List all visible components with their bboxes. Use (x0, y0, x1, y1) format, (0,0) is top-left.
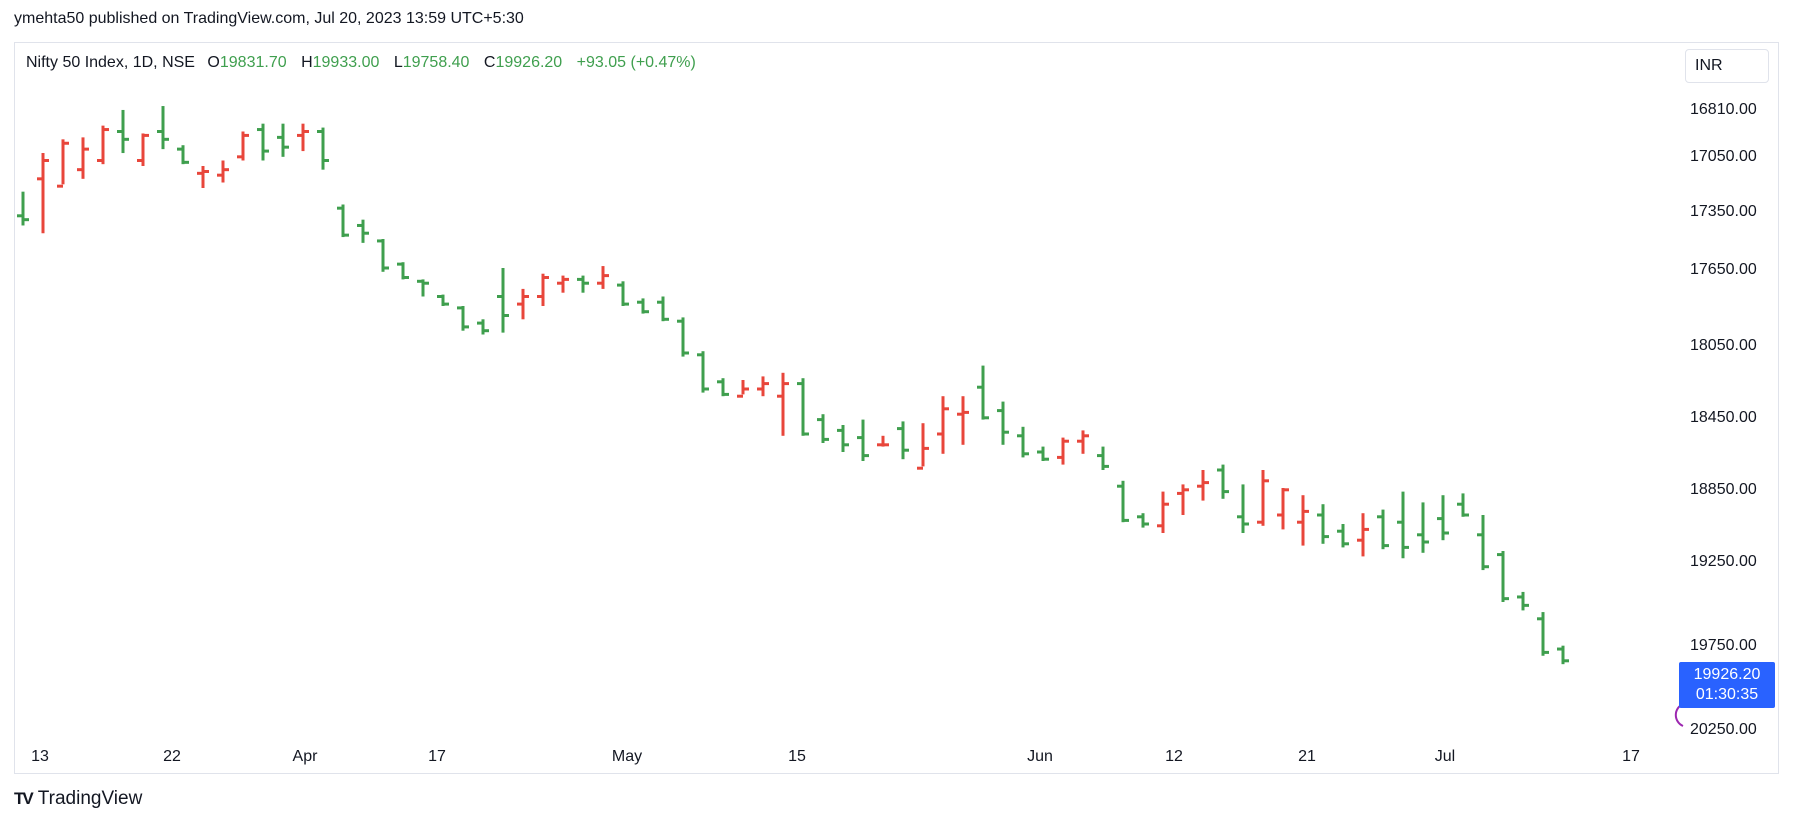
low-key: L (393, 54, 403, 71)
y-tick-label: 19250.00 (1690, 553, 1757, 570)
y-tick-label: 19750.00 (1690, 637, 1757, 654)
x-tick-label: 13 (31, 748, 49, 765)
symbol-label[interactable]: Nifty 50 Index, 1D, NSE (26, 54, 195, 71)
y-tick-label: 20250.00 (1690, 721, 1757, 738)
close-key: C (483, 54, 496, 71)
last-price-value: 19926.20 (1693, 666, 1761, 683)
last-price-tag: 19926.20 01:30:35 (1679, 662, 1775, 708)
chart-frame[interactable] (14, 42, 1779, 774)
x-tick-label: May (612, 748, 642, 765)
y-tick-label: 17050.00 (1690, 148, 1757, 165)
x-tick-label: 15 (788, 748, 806, 765)
open-key: O (207, 54, 220, 71)
y-tick-label: 18050.00 (1690, 337, 1757, 354)
x-tick-label: 22 (163, 748, 181, 765)
x-tick-label: 17 (1622, 748, 1640, 765)
x-tick-label: 21 (1298, 748, 1316, 765)
x-tick-label: Jun (1027, 748, 1053, 765)
y-tick-label: 18850.00 (1690, 481, 1757, 498)
y-tick-label: 16810.00 (1690, 101, 1757, 118)
high-key: H (301, 54, 313, 71)
currency-button[interactable]: INR (1685, 49, 1769, 83)
y-tick-label: 17350.00 (1690, 203, 1757, 220)
tradingview-logo-icon: TV (14, 789, 34, 808)
high-value: 19933.00 (312, 54, 380, 71)
x-tick-label: 17 (428, 748, 446, 765)
published-caption: ymehta50 published on TradingView.com, J… (14, 10, 524, 27)
y-tick-label: 17650.00 (1690, 261, 1757, 278)
close-value: 19926.20 (495, 54, 563, 71)
y-tick-label: 18450.00 (1690, 409, 1757, 426)
brand-name: TradingView (37, 788, 143, 809)
ohlc-legend: Nifty 50 Index, 1D, NSE O19831.70 H19933… (26, 54, 706, 72)
open-value: 19831.70 (219, 54, 287, 71)
change-value: +93.05 (+0.47%) (576, 54, 696, 71)
x-tick-label: Jul (1435, 748, 1455, 765)
bar-countdown: 01:30:35 (1695, 686, 1759, 703)
low-value: 19758.40 (402, 54, 470, 71)
x-tick-label: 12 (1165, 748, 1183, 765)
x-tick-label: Apr (293, 748, 319, 765)
tradingview-brand[interactable]: TV TradingView (14, 788, 142, 810)
